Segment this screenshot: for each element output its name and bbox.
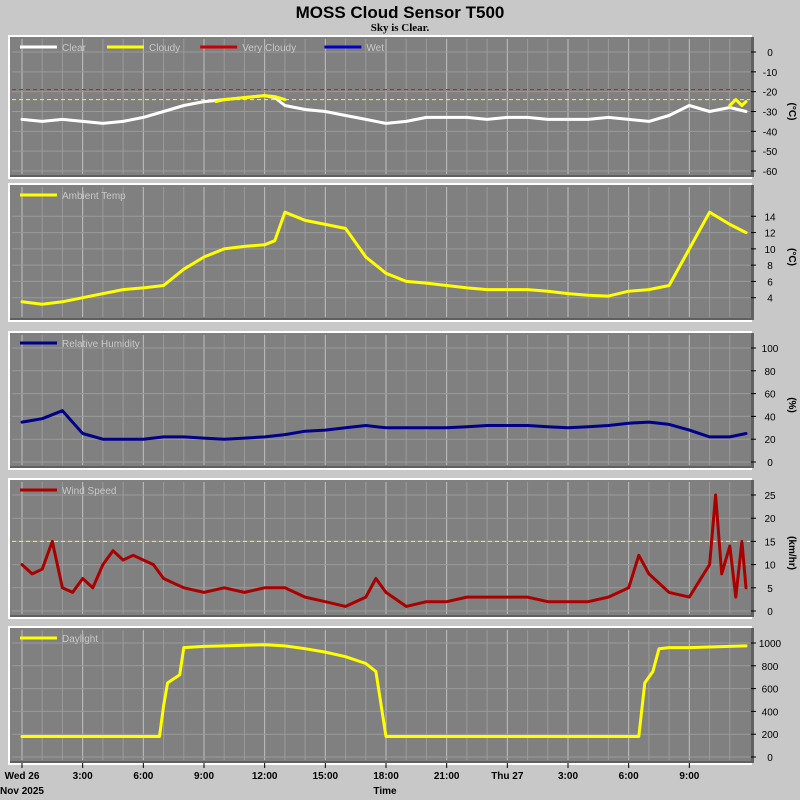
y-tick-label: 0 — [767, 458, 773, 469]
y-tick-label: -30 — [763, 108, 778, 119]
panel-background — [10, 333, 751, 466]
x-axis: Wed 26 Nov 2025 3:00 6:00 9:00 12:00 15:00 18:0… — [0, 763, 700, 797]
y-tick-label: 10 — [764, 561, 776, 572]
legend-label: Clear — [62, 43, 87, 54]
legend-label: Very Cloudy — [242, 43, 296, 54]
y-tick-label: 800 — [762, 662, 779, 673]
y-unit-label: (km/hr) — [786, 536, 797, 570]
panel-background — [10, 185, 751, 318]
x-tick-label: 3:00 — [73, 771, 93, 782]
series-line-1 — [20, 493, 748, 608]
legend-label: Cloudy — [149, 43, 180, 54]
series-line-3 — [728, 98, 748, 107]
series-line-1 — [20, 409, 748, 441]
y-tick-label: -20 — [763, 88, 778, 99]
legend-label: Daylight — [62, 634, 98, 645]
panel-5: Daylight — [8, 626, 756, 765]
y-tick-label: 400 — [762, 707, 779, 718]
y-unit-label: (%) — [786, 397, 797, 413]
y-tick-label: 25 — [764, 491, 776, 502]
chart-title: MOSS Cloud Sensor T500 — [296, 3, 505, 22]
x-tick-label: 12:00 — [252, 771, 278, 782]
legend-label: Wet — [366, 43, 384, 54]
y-tick-label: 600 — [762, 685, 779, 696]
x-tick-label: 21:00 — [434, 771, 460, 782]
x-tick-label: 3:00 — [558, 771, 578, 782]
chart-panels: Clear Cloudy Very Cloudy Wet 0 -10 -20 -30 -40 -5… — [8, 35, 797, 765]
y-tick-label: 0 — [767, 48, 773, 59]
y-tick-label: 200 — [762, 730, 779, 741]
series-line-2 — [214, 94, 287, 104]
y-tick-label: 1000 — [759, 639, 782, 650]
legend-label: Ambient Temp — [62, 191, 126, 202]
series-line-1 — [20, 94, 748, 125]
legend-label: Wind Speed — [62, 486, 116, 497]
y-tick-label: 80 — [764, 367, 776, 378]
series-line-1 — [20, 643, 748, 738]
y-tick-label: 20 — [764, 435, 776, 446]
y-unit-label: (°C) — [786, 103, 797, 121]
x-tick-sublabel: Nov 2025 — [0, 786, 44, 797]
panel-2: Ambient Temp — [8, 183, 756, 322]
panel-background — [10, 37, 751, 175]
y-tick-label: 5 — [767, 584, 773, 595]
y-unit-label: (°C) — [786, 248, 797, 266]
y-tick-label: -50 — [763, 147, 778, 158]
y-tick-label: 8 — [767, 261, 773, 272]
legend-label: Relative Humidity — [62, 339, 140, 350]
y-tick-label: -60 — [763, 167, 778, 178]
x-tick-label: 6:00 — [133, 771, 153, 782]
x-tick-label: Wed 26 — [5, 771, 40, 782]
y-tick-label: 12 — [764, 229, 776, 240]
panel-background — [10, 480, 751, 615]
y-tick-label: -10 — [763, 68, 778, 79]
y-tick-label: 15 — [764, 537, 776, 548]
x-axis-label: Time — [373, 786, 397, 797]
y-tick-label: 4 — [767, 294, 773, 305]
x-tick-label: 9:00 — [194, 771, 214, 782]
y-tick-label: 0 — [767, 607, 773, 618]
y-tick-label: -40 — [763, 127, 778, 138]
y-tick-label: 60 — [764, 390, 776, 401]
panel-3: Relative Humidity — [8, 331, 756, 470]
y-tick-label: 10 — [764, 245, 776, 256]
y-tick-label: 6 — [767, 277, 773, 288]
y-tick-label: 100 — [762, 344, 779, 355]
y-tick-label: 40 — [764, 412, 776, 423]
x-tick-label: Thu 27 — [491, 771, 524, 782]
y-tick-label: 14 — [764, 212, 776, 223]
x-tick-label: 15:00 — [313, 771, 339, 782]
y-tick-label: 20 — [764, 514, 776, 525]
panel-4: Wind Speed — [8, 478, 756, 619]
panel-1: Clear Cloudy Very Cloudy Wet — [8, 35, 756, 179]
x-tick-label: 6:00 — [619, 771, 639, 782]
x-tick-label: 18:00 — [373, 771, 399, 782]
series-line-1 — [20, 210, 748, 306]
y-tick-label: 0 — [767, 753, 773, 764]
x-tick-label: 9:00 — [679, 771, 699, 782]
sky-status-subtitle: Sky is Clear. — [371, 22, 430, 34]
